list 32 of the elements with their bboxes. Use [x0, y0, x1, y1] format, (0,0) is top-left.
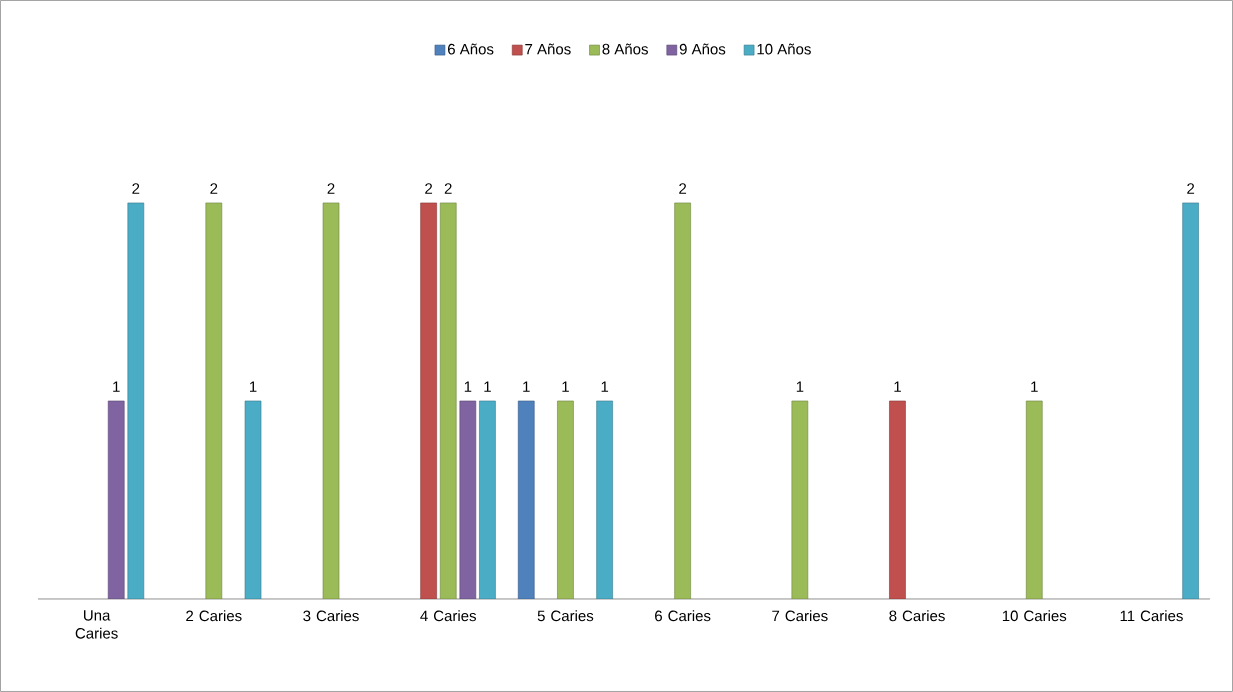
data-label: 2	[1187, 183, 1195, 194]
data-label: 1	[113, 381, 120, 392]
x-tick-label: 3 Caries	[303, 610, 359, 622]
data-label: 1	[601, 381, 609, 392]
x-tick-label: 6 Caries	[655, 610, 711, 622]
data-label: 2	[425, 183, 433, 194]
legend-label: 7 Años	[525, 43, 571, 55]
data-label: 2	[679, 183, 687, 194]
data-label: 2	[210, 183, 218, 194]
data-label: 1	[249, 381, 257, 392]
data-label: 1	[484, 381, 491, 392]
legend-label: 10 Años	[757, 43, 811, 55]
data-label: 1	[796, 381, 804, 392]
x-tick-label: 10 Caries	[1002, 610, 1067, 622]
data-label: 1	[894, 381, 901, 392]
x-tick-label: 5 Caries	[537, 610, 594, 622]
x-tick-label: 2 Caries	[186, 610, 242, 622]
legend-label: 6 Años	[448, 43, 494, 55]
legend-label: 8 Años	[602, 43, 648, 55]
data-label: 1	[1031, 381, 1038, 392]
x-tick-label: 11 Caries	[1120, 610, 1183, 622]
data-label: 1	[464, 381, 472, 392]
x-tick-label: 7 Caries	[772, 610, 828, 622]
legend-label: 9 Años	[679, 43, 726, 55]
data-label: 2	[444, 183, 452, 194]
data-label: 1	[523, 381, 530, 392]
x-tick-label: Una Caries	[75, 610, 118, 639]
x-tick-label: 4 Caries	[420, 610, 477, 622]
data-label: 1	[562, 381, 569, 392]
data-label: 2	[132, 183, 140, 194]
data-label: 2	[327, 183, 335, 194]
x-tick-label: 8 Caries	[889, 610, 945, 622]
